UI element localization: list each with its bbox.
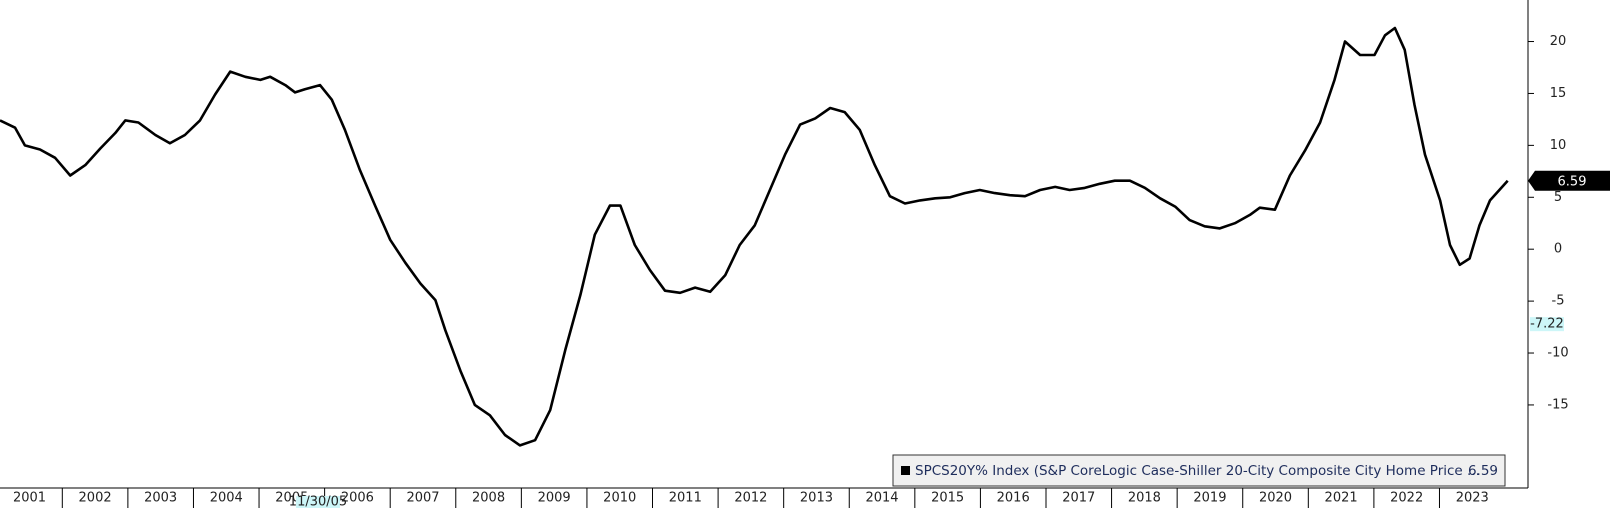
y-tick-label: -15 <box>1547 397 1568 412</box>
x-tick-label: 2011 <box>669 491 702 506</box>
x-tick-label: 2017 <box>1062 491 1095 506</box>
x-tick-label: 2014 <box>865 491 898 506</box>
x-tick-label: 2021 <box>1325 491 1358 506</box>
y-tick-label: 10 <box>1550 138 1567 153</box>
crosshair-x-label: 11/30/05 <box>289 495 347 508</box>
x-tick-label: 2012 <box>734 491 767 506</box>
last-value-label: 6.59 <box>1558 174 1587 189</box>
last-value-tag <box>1528 170 1610 191</box>
x-tick-label: 2023 <box>1456 491 1489 506</box>
x-tick-label: 2002 <box>79 491 112 506</box>
x-tick-label: 2016 <box>997 491 1030 506</box>
x-tick-label: 2010 <box>603 491 636 506</box>
x-tick-label: 2015 <box>931 491 964 506</box>
x-tick-label: 2007 <box>406 491 439 506</box>
crosshair-x-bg <box>296 496 340 508</box>
x-tick-label: 2004 <box>210 491 243 506</box>
legend-box <box>892 454 1506 487</box>
x-tick-label: 2006 <box>341 491 374 506</box>
x-tick-label: 2003 <box>144 491 177 506</box>
x-tick-label: 2020 <box>1259 491 1292 506</box>
legend-label: SPCS20Y% Index (S&P CoreLogic Case-Shill… <box>915 463 1480 479</box>
crosshair-y-label: -7.22 <box>1530 317 1564 332</box>
x-tick-label: 2018 <box>1128 491 1161 506</box>
y-tick-label: -5 <box>1552 294 1565 309</box>
y-tick-label: 15 <box>1550 86 1567 101</box>
x-tick-label: 2001 <box>13 491 46 506</box>
x-tick-label: 2009 <box>538 491 571 506</box>
series-line <box>0 26 1509 447</box>
x-tick-label: 2008 <box>472 491 505 506</box>
crosshair-y-bg <box>1530 317 1564 332</box>
x-tick-label: 2022 <box>1390 491 1423 506</box>
y-tick-label: -10 <box>1547 346 1568 361</box>
y-tick-label: 20 <box>1550 34 1567 49</box>
legend-value: 6.59 <box>1468 463 1498 479</box>
legend-swatch <box>901 466 910 475</box>
x-tick-label: 2013 <box>800 491 833 506</box>
y-tick-label: 5 <box>1554 190 1562 205</box>
y-tick-label: 0 <box>1554 242 1562 257</box>
x-tick-label: 2019 <box>1193 491 1226 506</box>
